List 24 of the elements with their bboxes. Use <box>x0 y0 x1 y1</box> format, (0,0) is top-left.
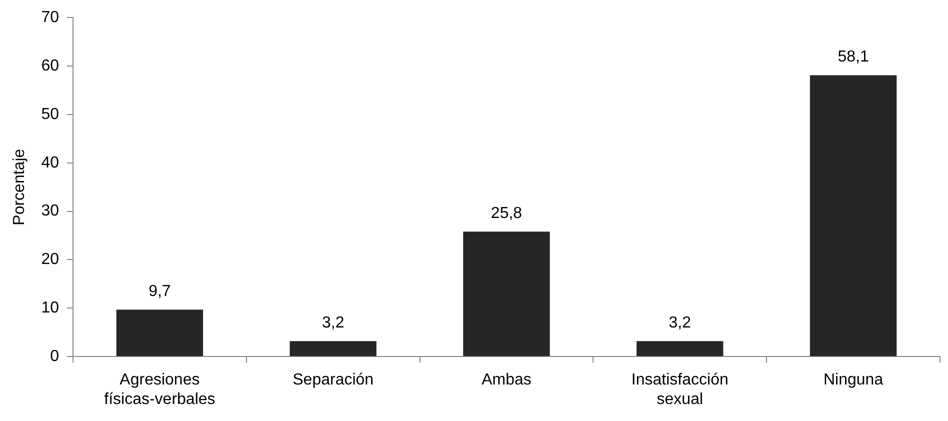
y-tick-label: 40 <box>41 154 60 172</box>
x-tick-label: Agresiones físicas-verbales <box>104 372 216 408</box>
x-tick-label: Insatisfacción sexual <box>631 372 728 408</box>
bar <box>463 232 550 356</box>
x-tick-label: Separación <box>292 372 374 389</box>
y-tick-label: 20 <box>41 251 60 268</box>
bar <box>116 310 204 356</box>
data-label: 25,8 <box>490 205 522 222</box>
y-tick-label: 60 <box>41 57 60 74</box>
bar <box>290 341 376 356</box>
y-tick-label: 30 <box>41 202 60 220</box>
y-tick-label: 0 <box>50 348 60 366</box>
data-label: 3,2 <box>668 314 692 332</box>
x-tick-label: Ambas <box>482 372 532 389</box>
bar <box>810 75 897 356</box>
y-tick-label: 70 <box>41 9 60 26</box>
x-tick-label: Ninguna <box>823 372 884 389</box>
bar <box>636 341 724 356</box>
y-tick-label: 50 <box>41 106 60 123</box>
y-axis-title: Porcentaje <box>11 148 28 226</box>
data-label: 9,7 <box>148 283 171 300</box>
data-label: 58,1 <box>838 48 869 66</box>
y-tick-label: 10 <box>41 300 60 317</box>
data-label: 3,2 <box>322 314 344 332</box>
